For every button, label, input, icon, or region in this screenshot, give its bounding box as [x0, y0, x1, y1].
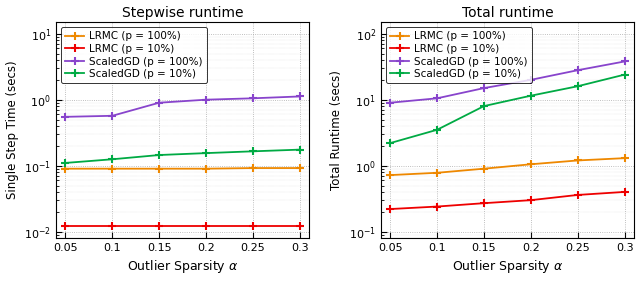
LRMC (p = 10%)	[61, 225, 69, 228]
LRMC (p = 100%)	[480, 167, 488, 170]
LRMC (p = 10%)	[621, 190, 628, 194]
ScaledGD (p = 10%)	[108, 158, 116, 161]
LRMC (p = 100%)	[108, 167, 116, 170]
ScaledGD (p = 100%)	[202, 98, 210, 101]
X-axis label: Outlier Sparsity $\alpha$: Outlier Sparsity $\alpha$	[127, 259, 238, 275]
ScaledGD (p = 100%)	[156, 101, 163, 105]
Line: ScaledGD (p = 100%): ScaledGD (p = 100%)	[386, 57, 628, 107]
ScaledGD (p = 100%)	[433, 97, 441, 100]
ScaledGD (p = 10%)	[480, 105, 488, 108]
LRMC (p = 10%)	[108, 225, 116, 228]
X-axis label: Outlier Sparsity $\alpha$: Outlier Sparsity $\alpha$	[452, 259, 563, 275]
ScaledGD (p = 100%)	[61, 115, 69, 119]
Line: LRMC (p = 100%): LRMC (p = 100%)	[61, 164, 304, 173]
ScaledGD (p = 10%)	[527, 94, 534, 98]
LRMC (p = 10%)	[387, 207, 394, 211]
LRMC (p = 10%)	[574, 193, 582, 197]
LRMC (p = 100%)	[202, 167, 210, 170]
ScaledGD (p = 10%)	[387, 141, 394, 145]
LRMC (p = 10%)	[480, 201, 488, 205]
Line: ScaledGD (p = 100%): ScaledGD (p = 100%)	[61, 92, 304, 121]
Title: Total runtime: Total runtime	[461, 6, 553, 20]
Line: ScaledGD (p = 10%): ScaledGD (p = 10%)	[386, 71, 628, 147]
LRMC (p = 100%)	[156, 167, 163, 170]
LRMC (p = 10%)	[202, 225, 210, 228]
LRMC (p = 10%)	[433, 205, 441, 208]
Legend: LRMC (p = 100%), LRMC (p = 10%), ScaledGD (p = 100%), ScaledGD (p = 10%): LRMC (p = 100%), LRMC (p = 10%), ScaledG…	[61, 27, 207, 83]
Y-axis label: Single Step Time (secs): Single Step Time (secs)	[6, 61, 19, 200]
LRMC (p = 100%)	[433, 171, 441, 175]
LRMC (p = 100%)	[527, 163, 534, 166]
Title: Stepwise runtime: Stepwise runtime	[122, 6, 243, 20]
Line: LRMC (p = 100%): LRMC (p = 100%)	[386, 154, 628, 179]
Line: LRMC (p = 10%): LRMC (p = 10%)	[386, 188, 628, 213]
LRMC (p = 100%)	[249, 166, 257, 170]
ScaledGD (p = 100%)	[621, 60, 628, 63]
Legend: LRMC (p = 100%), LRMC (p = 10%), ScaledGD (p = 100%), ScaledGD (p = 10%): LRMC (p = 100%), LRMC (p = 10%), ScaledG…	[386, 27, 532, 83]
ScaledGD (p = 10%)	[249, 150, 257, 153]
Line: LRMC (p = 10%): LRMC (p = 10%)	[61, 222, 304, 231]
LRMC (p = 100%)	[574, 159, 582, 162]
ScaledGD (p = 10%)	[202, 151, 210, 155]
LRMC (p = 100%)	[61, 167, 69, 170]
ScaledGD (p = 100%)	[108, 114, 116, 117]
LRMC (p = 10%)	[296, 225, 303, 228]
Line: ScaledGD (p = 10%): ScaledGD (p = 10%)	[61, 146, 304, 167]
ScaledGD (p = 100%)	[249, 97, 257, 100]
ScaledGD (p = 100%)	[527, 78, 534, 81]
LRMC (p = 100%)	[296, 166, 303, 170]
LRMC (p = 10%)	[527, 198, 534, 202]
ScaledGD (p = 100%)	[480, 86, 488, 90]
ScaledGD (p = 10%)	[621, 73, 628, 76]
ScaledGD (p = 10%)	[61, 161, 69, 165]
ScaledGD (p = 10%)	[156, 153, 163, 157]
ScaledGD (p = 10%)	[433, 128, 441, 132]
ScaledGD (p = 100%)	[296, 95, 303, 98]
Y-axis label: Total Runtime (secs): Total Runtime (secs)	[330, 70, 344, 190]
ScaledGD (p = 100%)	[387, 101, 394, 105]
ScaledGD (p = 10%)	[296, 148, 303, 151]
ScaledGD (p = 10%)	[574, 85, 582, 88]
LRMC (p = 100%)	[621, 157, 628, 160]
LRMC (p = 10%)	[156, 225, 163, 228]
LRMC (p = 10%)	[249, 225, 257, 228]
LRMC (p = 100%)	[387, 173, 394, 177]
ScaledGD (p = 100%)	[574, 69, 582, 72]
